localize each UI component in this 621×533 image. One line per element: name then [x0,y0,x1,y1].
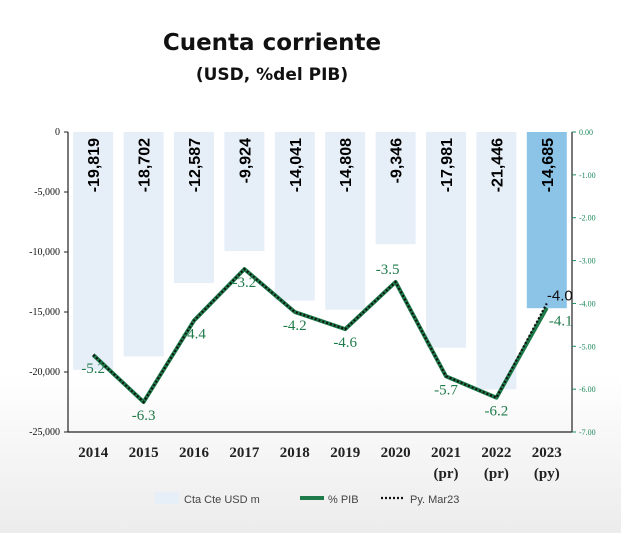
y-right-tick-label: -7.00 [579,428,596,437]
y-left-tick-label: -10,000 [29,247,60,258]
legend-label-bars: Cta Cte USD m [184,494,260,506]
y-left-tick-label: -5,000 [34,187,60,198]
legend: Cta Cte USD m % PIB Py. Mar23 [155,492,459,506]
bar [325,132,366,310]
y-right-tick-label: 0.00 [579,128,593,137]
legend-label-projection: Py. Mar23 [410,494,459,506]
legend-swatch-bars [155,492,179,504]
pib-data-label: -3.2 [233,275,257,291]
bar [73,132,114,370]
x-tick-label: 2018 [280,445,310,461]
pib-data-label: -6.3 [132,408,156,424]
bar-value-label: -21,446 [489,138,506,192]
bar-value-label: -17,981 [439,138,456,192]
y-right-tick-label: -4.00 [579,299,596,308]
pib-data-label: -5.7 [434,382,458,398]
pib-data-label: -3.5 [376,262,400,278]
y-right-tick-label: -1.00 [579,171,596,180]
x-tick-label: 2019 [330,445,360,461]
plot-area: 0 -5,000 -10,000 -15,000 -20,000 -25,000 0.00 -… [29,127,596,482]
bar [426,132,466,348]
bar [375,132,416,245]
y-left-tick-label: 0 [55,127,60,138]
x-tick-label: 2023 [532,445,562,461]
bar [174,132,214,284]
pib-data-label: -6.2 [485,404,509,420]
bar-value-label: -14,041 [288,138,305,192]
bar [526,132,567,309]
pib-data-label: -4.4 [182,327,206,343]
y-right-tick-label: -2.00 [579,214,596,223]
y-right-tick-label: -5.00 [579,342,596,351]
projection-data-label: -4.0 [547,287,573,304]
bar-value-label: -19,819 [86,138,103,192]
pib-data-label: -5.2 [81,361,105,377]
x-tick-sublabel: (pr) [434,466,459,482]
projection-series-line [92,267,548,404]
legend-label-pib: % PIB [328,494,359,506]
y-left-tick-label: -15,000 [29,307,60,318]
x-tick-sublabel: (pr) [484,466,509,482]
y-right-tick-label: -3.00 [579,257,596,266]
bar-value-label: -14,808 [338,138,355,192]
x-tick-label: 2014 [78,445,109,461]
x-tick-label: 2020 [381,445,411,461]
bar-value-label: -18,702 [137,138,154,192]
x-tick-label: 2015 [129,445,159,461]
x-tick-label: 2021 [431,445,461,461]
pib-data-label: -4.6 [333,335,357,351]
y-left-tick-label: -20,000 [29,367,60,378]
x-tick-label: 2017 [229,445,260,461]
x-tick-sublabel: (py) [534,466,560,482]
chart-subtitle: (USD, %del PIB) [196,65,348,85]
x-tick-label: 2016 [179,445,210,461]
bar [123,132,164,357]
y-left-tick-label: -25,000 [29,427,60,438]
pib-data-label: -4.2 [283,318,307,334]
pib-data-label: -4.1 [549,314,573,330]
bar-value-label: -12,587 [187,138,204,192]
bar [224,132,265,252]
bar-value-label: -9,924 [237,138,254,183]
bar [274,132,315,301]
chart-title: Cuenta corriente [163,30,381,56]
bar-value-label: -9,346 [389,138,406,183]
bar [476,132,517,390]
x-tick-label: 2022 [481,445,511,461]
y-right-tick-label: -6.00 [579,385,596,394]
bar-value-label: -14,685 [540,138,557,192]
